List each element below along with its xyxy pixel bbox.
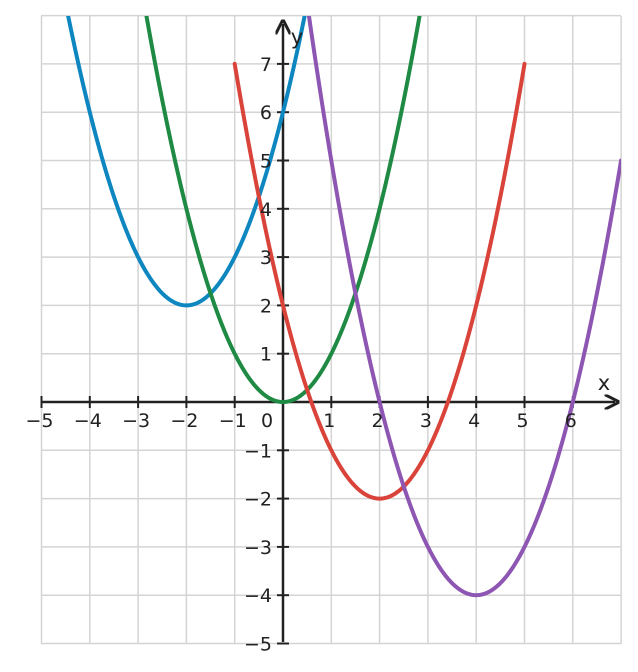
x-tick-label: −3 [122, 410, 150, 432]
x-tick-label: 2 [372, 410, 384, 432]
y-tick-label: −3 [244, 537, 272, 559]
series-line-2 [144, 16, 422, 404]
y-tick-label: 3 [260, 247, 272, 269]
x-tick-label: −1 [219, 410, 247, 432]
x-tick-label: 4 [468, 410, 480, 432]
axes [41, 24, 615, 642]
grid [40, 14, 622, 645]
y-tick-label: 4 [260, 199, 272, 221]
y-tick-label: 1 [260, 344, 272, 366]
x-axis-label: x [598, 371, 610, 395]
y-tick-label: 2 [260, 295, 272, 317]
y-axis-label: y [291, 25, 303, 49]
series-line-4 [306, 16, 621, 598]
x-tick-label: 5 [516, 410, 528, 432]
y-tick-label: −2 [244, 489, 272, 511]
x-tick-label: 0 [261, 410, 273, 432]
y-tick-label: 6 [260, 102, 272, 124]
y-tick-label: 5 [260, 151, 272, 173]
x-tick-label: 3 [420, 410, 432, 432]
x-tick-label: −4 [74, 410, 102, 432]
x-tick-label: −5 [25, 410, 53, 432]
series-line-3 [232, 61, 527, 501]
x-tick-label: 6 [565, 410, 577, 432]
y-tick-label: −1 [244, 440, 272, 462]
y-tick-label: 7 [260, 54, 272, 76]
tick-labels: −5 −4 −3 −2 −1 0 1 2 3 4 5 6 −5 −4 −3 −2 −1 1 2 3 4 5 6 7 x y [25, 25, 610, 656]
x-tick-label: −2 [170, 410, 198, 432]
y-tick-label: −4 [244, 585, 272, 607]
series-line-1 [66, 16, 307, 308]
series-group [66, 16, 621, 598]
y-tick-label: −5 [244, 634, 272, 656]
x-tick-label: 1 [323, 410, 335, 432]
